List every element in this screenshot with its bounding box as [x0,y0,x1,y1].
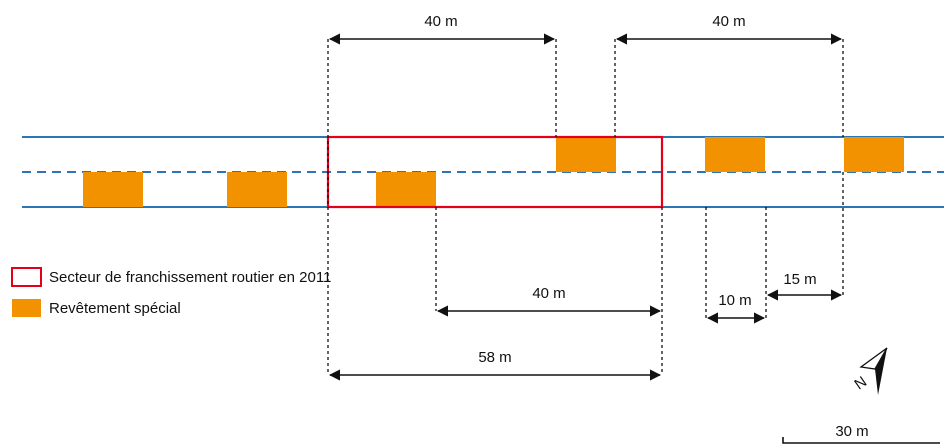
legend-swatch-special-surface [12,299,41,317]
dimension-label-bottom-total: 58 m [478,349,511,366]
dimension-labels: 40 m 40 m 40 m 58 m 10 m 15 m [424,13,816,366]
dimension-label-top-left: 40 m [424,13,457,30]
dimension-label-bottom-inner: 40 m [532,285,565,302]
special-surface-patch [83,172,143,207]
extension-lines [327,39,844,375]
legend-label-special-surface: Revêtement spécial [49,300,181,317]
special-surface-patches [83,137,904,207]
scale-bar-label: 30 m [835,423,868,440]
dimension-label-small-spacing: 15 m [783,271,816,288]
dimension-label-small-gap: 10 m [718,292,751,309]
special-surface-patch [705,137,765,172]
legend-swatch-crossing-sector [11,267,42,287]
legend: Secteur de franchissement routier en 201… [11,267,331,317]
special-surface-patch [844,137,904,172]
scale-bar: 30 m [782,423,940,444]
legend-label-crossing-sector: Secteur de franchissement routier en 201… [49,269,331,286]
north-arrow-label: N [851,373,870,393]
scale-bar-line [782,437,940,444]
special-surface-patch [556,137,616,172]
dimension-arrows [328,33,843,381]
dimension-label-top-right: 40 m [712,13,745,30]
north-arrow-icon: N [851,347,888,395]
special-surface-patch [227,172,287,207]
special-surface-patch [376,172,436,207]
road [22,136,944,208]
